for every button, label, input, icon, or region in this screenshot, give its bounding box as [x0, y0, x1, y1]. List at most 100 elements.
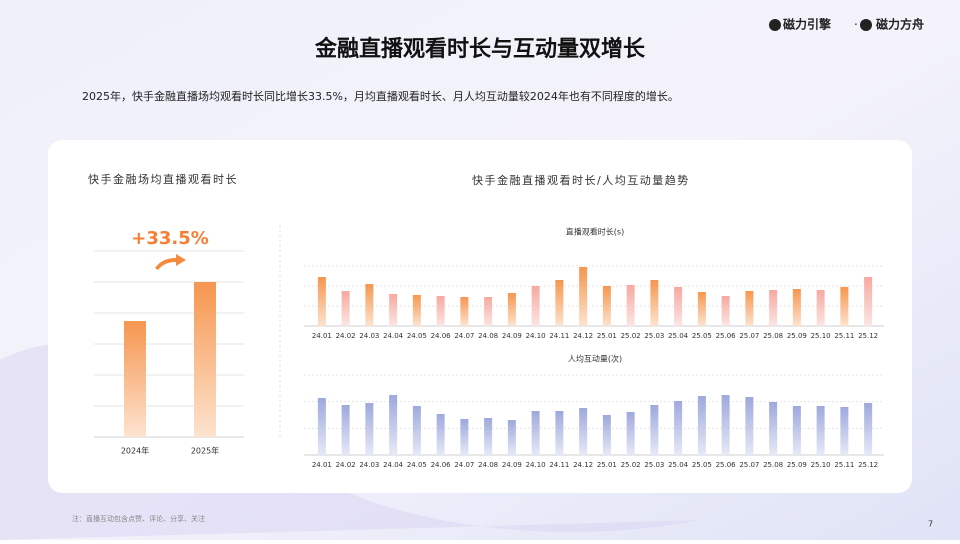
bar — [412, 295, 421, 326]
panel-title: 快手金融直播观看时长/人均互动量趋势 — [472, 173, 690, 187]
x-tick-label: 24.07 — [454, 332, 474, 340]
x-tick-label: 24.12 — [573, 461, 593, 469]
bar — [460, 419, 469, 455]
bar — [531, 411, 540, 455]
x-tick-label: 24.05 — [407, 461, 427, 469]
footnote: 注：直播互动包含点赞、评论、分享、关注 — [72, 514, 205, 523]
bar — [436, 296, 445, 326]
x-tick-label: 24.05 — [407, 332, 427, 340]
bar — [650, 405, 659, 455]
x-tick-label: 25.12 — [858, 461, 878, 469]
x-tick-label: 25.07 — [739, 332, 759, 340]
x-tick-label: 2025年 — [191, 446, 219, 456]
logo: 磁力方舟 — [875, 17, 924, 32]
logo-icon — [769, 19, 781, 31]
x-tick-label: 24.10 — [526, 332, 546, 340]
x-tick-label: 24.12 — [573, 332, 593, 340]
growth-arrow — [155, 254, 186, 270]
bar — [792, 406, 801, 455]
bar — [460, 297, 469, 326]
x-tick-label: 25.09 — [787, 461, 807, 469]
bar — [484, 418, 493, 455]
x-tick-label: 25.11 — [834, 332, 854, 340]
x-tick-label: 24.01 — [312, 461, 332, 469]
slide-title: 金融直播观看时长与互动量双增长 — [314, 36, 646, 62]
x-tick-label: 25.04 — [668, 332, 689, 340]
logo-icon — [860, 19, 872, 31]
page-number: 7 — [928, 520, 933, 529]
bar — [769, 402, 778, 455]
annotation: +33.5% — [131, 228, 209, 249]
bar — [721, 296, 730, 326]
x-tick-label: 24.11 — [549, 461, 569, 469]
bar — [412, 406, 421, 455]
x-tick-label: 25.03 — [644, 461, 664, 469]
bar — [341, 291, 350, 326]
x-tick-label: 25.09 — [787, 332, 807, 340]
bar — [124, 321, 146, 437]
bar — [674, 401, 683, 455]
bar — [650, 280, 659, 326]
x-tick-label: 25.01 — [597, 461, 617, 469]
bar — [626, 285, 635, 326]
x-tick-label: 24.06 — [431, 461, 452, 469]
bar — [840, 407, 849, 455]
logo: 磁力引擎 — [782, 17, 831, 32]
x-tick-label: 24.04 — [383, 461, 404, 469]
x-tick-label: 25.07 — [739, 461, 759, 469]
x-tick-label: 25.04 — [668, 461, 689, 469]
bar — [507, 420, 516, 455]
bar — [365, 403, 374, 455]
x-tick-label: 24.08 — [478, 461, 498, 469]
x-tick-label: 24.02 — [336, 332, 356, 340]
x-tick-label: 24.04 — [383, 332, 404, 340]
x-tick-label: 25.05 — [692, 332, 712, 340]
bar — [194, 282, 216, 437]
chart-title: 人均互动量(次) — [568, 354, 622, 364]
x-tick-label: 25.03 — [644, 332, 664, 340]
x-tick-label: 25.11 — [834, 461, 854, 469]
x-tick-label: 24.09 — [502, 461, 522, 469]
x-tick-label: 25.10 — [811, 332, 831, 340]
x-tick-label: 24.11 — [549, 332, 569, 340]
x-tick-label: 25.06 — [716, 461, 737, 469]
bar — [626, 412, 635, 455]
x-tick-label: 24.03 — [359, 461, 379, 469]
x-tick-label: 25.05 — [692, 461, 712, 469]
bar — [745, 397, 754, 455]
x-tick-label: 25.08 — [763, 461, 783, 469]
bar — [674, 287, 683, 326]
x-tick-label: 24.06 — [431, 332, 452, 340]
x-tick-label: 24.08 — [478, 332, 498, 340]
x-tick-label: 25.02 — [621, 461, 641, 469]
x-tick-label: 24.03 — [359, 332, 379, 340]
chart-title: 直播观看时长(s) — [566, 227, 624, 237]
bar — [840, 287, 849, 326]
bar — [555, 411, 564, 455]
card — [48, 140, 912, 493]
x-tick-label: 2024年 — [121, 446, 149, 456]
bar — [864, 403, 873, 455]
bar — [389, 395, 398, 455]
x-tick-label: 25.02 — [621, 332, 641, 340]
bar — [531, 286, 540, 326]
bar — [365, 284, 374, 326]
bar — [769, 290, 778, 326]
bar — [317, 277, 326, 326]
x-tick-label: 24.07 — [454, 461, 474, 469]
bar — [864, 277, 873, 326]
bar — [436, 414, 445, 455]
bar — [341, 405, 350, 455]
x-tick-label: 24.01 — [312, 332, 332, 340]
bar — [816, 406, 825, 455]
bar — [721, 395, 730, 455]
panel-title: 快手金融场均直播观看时长 — [88, 172, 238, 186]
bar — [389, 294, 398, 326]
logo-separator: · — [854, 18, 858, 32]
x-tick-label: 25.12 — [858, 332, 878, 340]
bar — [697, 396, 706, 455]
bar — [555, 280, 564, 326]
bar — [816, 290, 825, 326]
x-tick-label: 25.06 — [716, 332, 737, 340]
bar — [745, 291, 754, 326]
